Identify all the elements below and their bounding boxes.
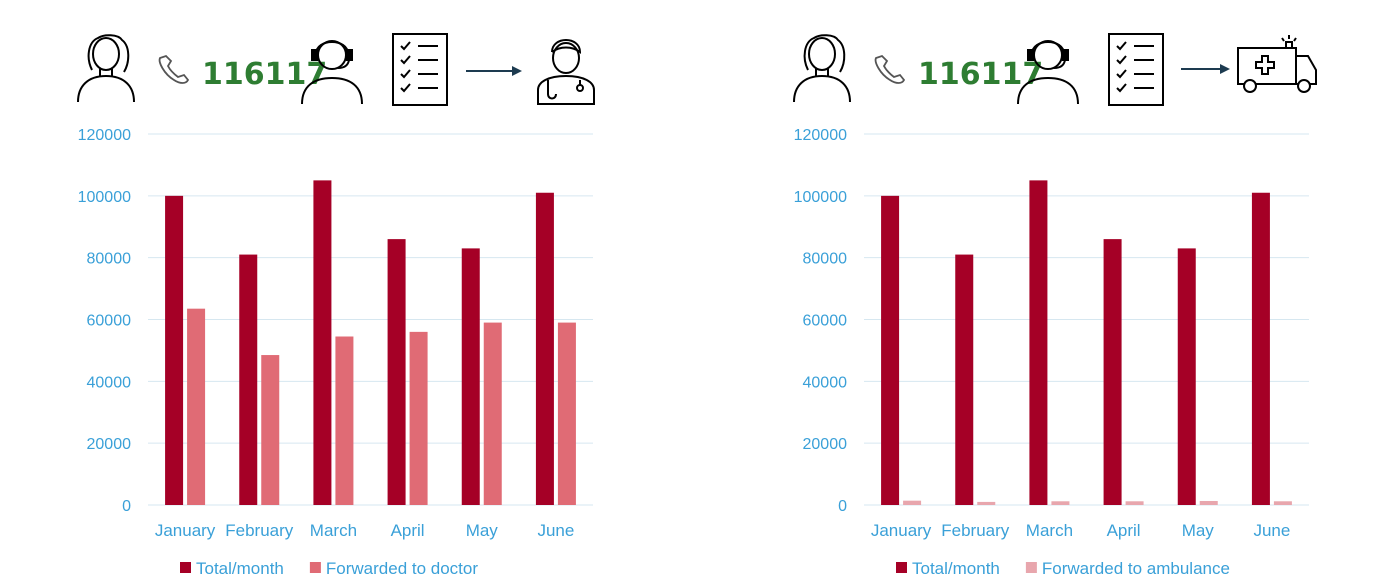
x-tick-label: April [1107, 521, 1141, 540]
legend-swatch [309, 562, 321, 573]
bar-forwarded-january [187, 308, 206, 505]
x-tick-label: January [155, 521, 216, 540]
bar-forwarded-june [1273, 501, 1292, 505]
bar-total-january [881, 195, 900, 506]
phone-icon [874, 54, 906, 84]
y-tick-label: 20000 [87, 436, 132, 453]
phone-number: 116117 [202, 57, 327, 92]
x-tick-label: April [391, 521, 425, 540]
bar-total-january [165, 195, 184, 506]
arrow-right-icon [1181, 64, 1230, 74]
plot-area: 0 20000 40000 60000 80000 100000 120000 January… [794, 127, 1309, 540]
legend-swatch [1025, 562, 1037, 573]
checklist-icon [392, 33, 448, 106]
chart-doctor: 116117 [77, 33, 595, 578]
bar-forwarded-april [1125, 501, 1144, 505]
arrow-right-icon [466, 66, 522, 76]
bar-total-march [313, 180, 332, 505]
chart-ambulance: 116117 [793, 33, 1317, 578]
y-tick-label: 100000 [78, 189, 131, 206]
operator-headset-icon [301, 40, 363, 105]
legend-label: Forwarded to ambulance [1042, 559, 1230, 578]
y-tick-label: 40000 [803, 374, 848, 391]
bar-forwarded-march [335, 336, 354, 505]
bar-forwarded-may [483, 322, 502, 505]
y-tick-label: 120000 [794, 127, 847, 144]
x-tick-label: May [466, 521, 499, 540]
bar-total-february [239, 254, 258, 505]
bar-total-february [955, 254, 974, 505]
bar-forwarded-january [903, 500, 922, 505]
y-tick-label: 100000 [794, 189, 847, 206]
legend-label: Total/month [196, 559, 284, 578]
x-tick-label: January [871, 521, 932, 540]
x-tick-label: May [1182, 521, 1215, 540]
y-tick-label: 40000 [87, 374, 132, 391]
x-tick-label: March [310, 521, 357, 540]
bar-total-may [1177, 248, 1196, 505]
plot-area: 0 20000 40000 60000 80000 100000 120000 January… [78, 127, 593, 540]
y-tick-label: 0 [122, 498, 131, 515]
phone-icon [158, 54, 190, 84]
doctor-icon [537, 39, 595, 105]
phone-number: 116117 [918, 57, 1043, 92]
bar-total-march [1029, 180, 1048, 505]
checklist-icon [1108, 33, 1164, 106]
bar-forwarded-june [557, 322, 576, 505]
bar-total-june [535, 192, 554, 505]
bar-forwarded-april [409, 331, 428, 505]
y-tick-label: 80000 [87, 251, 132, 268]
legend: Total/month Forwarded to doctor [180, 559, 478, 578]
legend: Total/month Forwarded to ambulance [896, 559, 1230, 578]
x-tick-label: June [537, 521, 574, 540]
y-tick-label: 60000 [803, 313, 848, 330]
ambulance-icon [1237, 35, 1317, 93]
legend-swatch [180, 562, 191, 573]
bar-total-april [387, 239, 406, 505]
x-tick-label: March [1026, 521, 1073, 540]
bar-forwarded-february [977, 501, 996, 505]
x-tick-label: February [225, 521, 294, 540]
chart-panel-doctor: 116117 [77, 33, 595, 578]
bar-total-may [461, 248, 480, 505]
legend-label: Forwarded to doctor [326, 559, 478, 578]
y-tick-label: 0 [838, 498, 847, 515]
y-tick-label: 120000 [78, 127, 131, 144]
chart-panel-ambulance: 116117 [716, 0, 1382, 587]
caller-icon [77, 34, 135, 103]
x-tick-label: June [1253, 521, 1290, 540]
caller-icon [793, 34, 851, 103]
legend-swatch [896, 562, 907, 573]
bar-total-june [1251, 192, 1270, 505]
bar-forwarded-march [1051, 501, 1070, 505]
bar-total-april [1103, 239, 1122, 505]
y-tick-label: 60000 [87, 313, 132, 330]
legend-label: Total/month [912, 559, 1000, 578]
y-tick-label: 80000 [803, 251, 848, 268]
operator-headset-icon [1017, 40, 1079, 105]
bar-forwarded-may [1199, 500, 1218, 505]
bar-forwarded-february [261, 355, 280, 505]
x-tick-label: February [941, 521, 1010, 540]
y-tick-label: 20000 [803, 436, 848, 453]
